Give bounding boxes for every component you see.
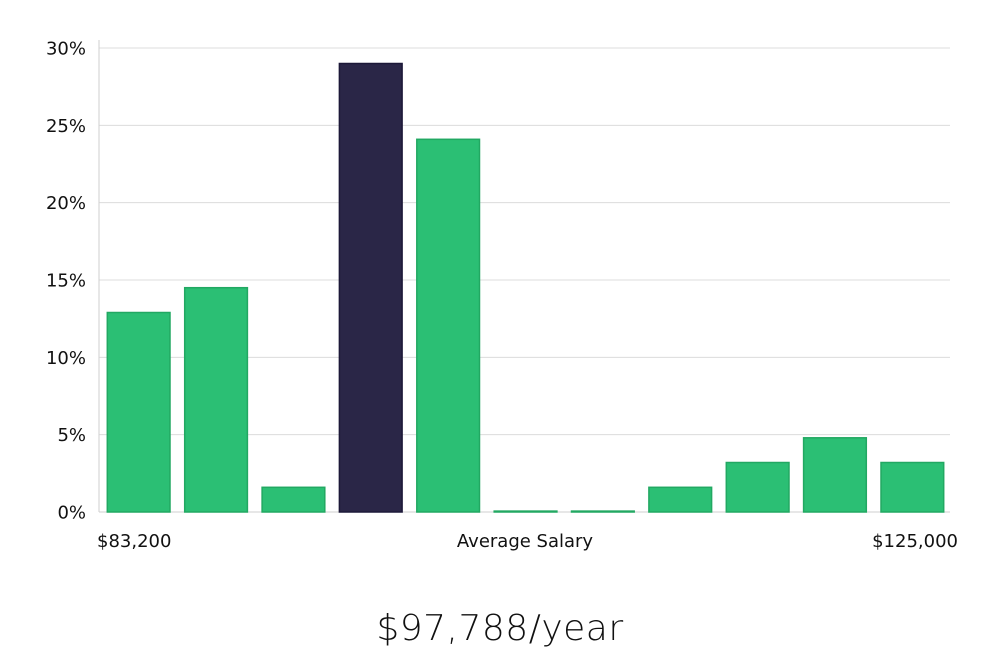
bar bbox=[880, 461, 945, 513]
bar-highlighted bbox=[338, 62, 403, 513]
bar bbox=[725, 461, 790, 513]
y-axis-ticks: 0% 5% 10% 15% 20% 25% 30% bbox=[46, 39, 86, 524]
bar bbox=[416, 138, 481, 513]
y-tick-label: 5% bbox=[57, 425, 86, 446]
y-tick-label: 0% bbox=[57, 503, 86, 524]
bar bbox=[648, 486, 713, 513]
y-tick-label: 25% bbox=[46, 116, 86, 137]
x-tick-min-salary: $83,200 bbox=[97, 531, 171, 552]
bar bbox=[493, 510, 558, 513]
y-tick-label: 15% bbox=[46, 271, 86, 292]
x-axis-label: Average Salary bbox=[457, 531, 594, 552]
y-tick-label: 20% bbox=[46, 193, 86, 214]
bar bbox=[570, 510, 635, 513]
x-tick-max-salary: $125,000 bbox=[872, 531, 958, 552]
bar bbox=[261, 486, 326, 513]
average-salary-summary: $97,788/year bbox=[376, 608, 624, 649]
y-tick-label: 30% bbox=[46, 39, 86, 60]
bar bbox=[802, 437, 868, 513]
bar bbox=[183, 286, 249, 513]
bars bbox=[106, 62, 945, 513]
y-tick-label: 10% bbox=[46, 348, 86, 369]
bar bbox=[106, 311, 171, 513]
